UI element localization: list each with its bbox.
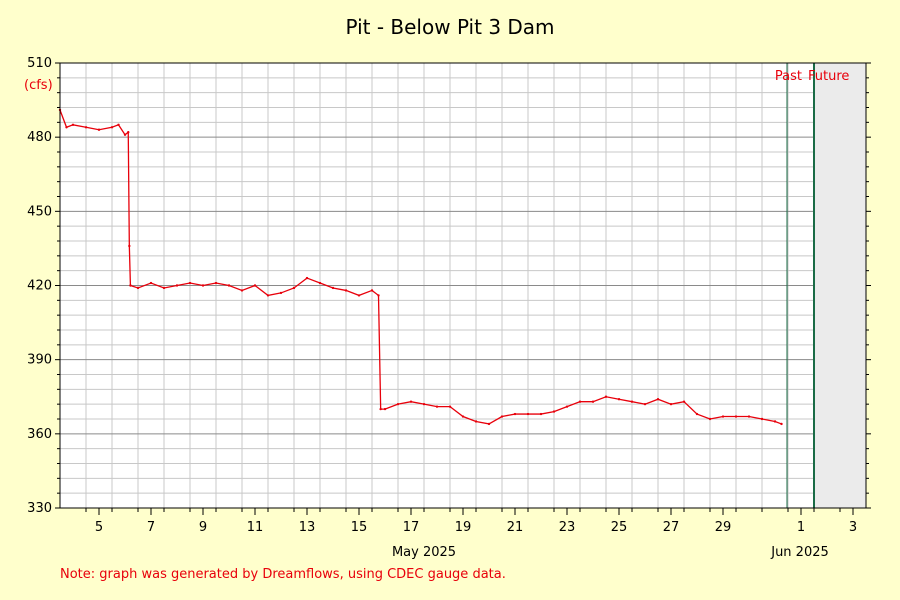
x-tick-label: 15 bbox=[351, 520, 368, 535]
y-tick-label: 420 bbox=[27, 279, 52, 294]
x-tick-label: 23 bbox=[559, 520, 576, 535]
future-label: Future bbox=[808, 69, 849, 84]
data-point bbox=[695, 412, 699, 416]
x-tick-label: 3 bbox=[849, 520, 857, 535]
data-point bbox=[396, 402, 400, 406]
x-tick-label: 25 bbox=[611, 520, 628, 535]
data-point bbox=[604, 395, 608, 398]
data-point bbox=[422, 402, 426, 406]
note-text: Note: graph was generated by Dreamflows,… bbox=[60, 567, 506, 582]
x-tick-label: 21 bbox=[507, 520, 524, 535]
data-point bbox=[305, 276, 309, 280]
x-tick-label: 27 bbox=[663, 520, 680, 535]
chart-title: Pit - Below Pit 3 Dam bbox=[345, 15, 554, 39]
x-tick-label: 29 bbox=[715, 520, 732, 535]
data-point bbox=[513, 412, 517, 416]
data-point bbox=[448, 405, 452, 408]
data-point bbox=[370, 289, 374, 292]
data-point bbox=[377, 294, 380, 297]
x-tick-label: 19 bbox=[455, 520, 472, 535]
data-point bbox=[357, 294, 361, 297]
data-point bbox=[656, 398, 660, 401]
data-point bbox=[149, 281, 153, 285]
data-point bbox=[591, 400, 595, 403]
data-point bbox=[780, 422, 783, 426]
x-month-label: Jun 2025 bbox=[770, 545, 829, 560]
data-point bbox=[487, 422, 491, 426]
x-tick-label: 13 bbox=[299, 520, 316, 535]
forecast-shading bbox=[814, 63, 866, 508]
data-point bbox=[117, 123, 120, 127]
data-point bbox=[760, 417, 764, 421]
data-point bbox=[97, 128, 101, 131]
data-point bbox=[721, 415, 725, 418]
data-point bbox=[123, 133, 127, 136]
data-point bbox=[539, 412, 543, 416]
y-tick-label: 480 bbox=[27, 130, 52, 145]
data-point bbox=[474, 420, 478, 423]
data-point bbox=[136, 286, 140, 290]
data-point bbox=[253, 284, 257, 287]
data-point bbox=[643, 402, 647, 406]
data-point bbox=[461, 415, 465, 418]
data-point bbox=[318, 281, 322, 285]
data-point bbox=[344, 289, 348, 292]
data-point bbox=[110, 126, 114, 129]
data-point bbox=[578, 400, 582, 403]
y-tick-label: 360 bbox=[27, 427, 52, 442]
series-line bbox=[59, 109, 782, 425]
data-point bbox=[214, 281, 218, 285]
x-tick-label: 7 bbox=[147, 520, 155, 535]
y-tick-label: 450 bbox=[27, 204, 52, 219]
x-tick-label: 17 bbox=[403, 520, 420, 535]
data-point bbox=[708, 417, 712, 421]
x-month-label: May 2025 bbox=[392, 545, 456, 560]
data-point bbox=[747, 415, 751, 418]
data-point bbox=[565, 405, 569, 408]
x-tick-label: 9 bbox=[199, 520, 207, 535]
data-point bbox=[617, 398, 621, 401]
data-point bbox=[279, 291, 283, 295]
y-unit-label: (cfs) bbox=[24, 78, 53, 93]
data-point bbox=[129, 284, 132, 287]
x-tick-label: 5 bbox=[95, 520, 103, 535]
data-point bbox=[500, 415, 504, 418]
data-point bbox=[292, 286, 296, 290]
data-point bbox=[65, 126, 68, 129]
x-tick-label: 1 bbox=[797, 520, 805, 535]
data-point bbox=[773, 420, 777, 423]
data-point bbox=[734, 415, 738, 418]
y-tick-label: 390 bbox=[27, 353, 52, 368]
past-label: Past bbox=[775, 69, 802, 84]
data-point bbox=[128, 244, 131, 248]
data-point bbox=[435, 405, 439, 408]
y-tick-label: 510 bbox=[27, 56, 52, 71]
data-point bbox=[379, 407, 382, 411]
grid bbox=[60, 63, 866, 508]
y-tick-label: 330 bbox=[27, 501, 52, 516]
series-layer bbox=[58, 108, 783, 426]
data-point bbox=[266, 294, 270, 297]
data-point bbox=[331, 286, 335, 290]
data-point bbox=[383, 407, 387, 411]
data-point bbox=[71, 123, 75, 127]
data-point bbox=[409, 400, 413, 403]
x-tick-label: 11 bbox=[247, 520, 264, 535]
data-point bbox=[630, 400, 634, 403]
data-point bbox=[175, 284, 179, 287]
data-point bbox=[669, 402, 673, 406]
data-point bbox=[552, 410, 556, 413]
data-point bbox=[526, 412, 530, 416]
data-point bbox=[127, 131, 130, 134]
data-point bbox=[84, 126, 88, 129]
data-point bbox=[227, 284, 231, 287]
data-point bbox=[201, 284, 205, 287]
data-point bbox=[682, 400, 686, 403]
forecast-region bbox=[814, 63, 866, 508]
data-point bbox=[240, 289, 244, 292]
data-point bbox=[188, 281, 192, 285]
data-point bbox=[162, 286, 166, 290]
